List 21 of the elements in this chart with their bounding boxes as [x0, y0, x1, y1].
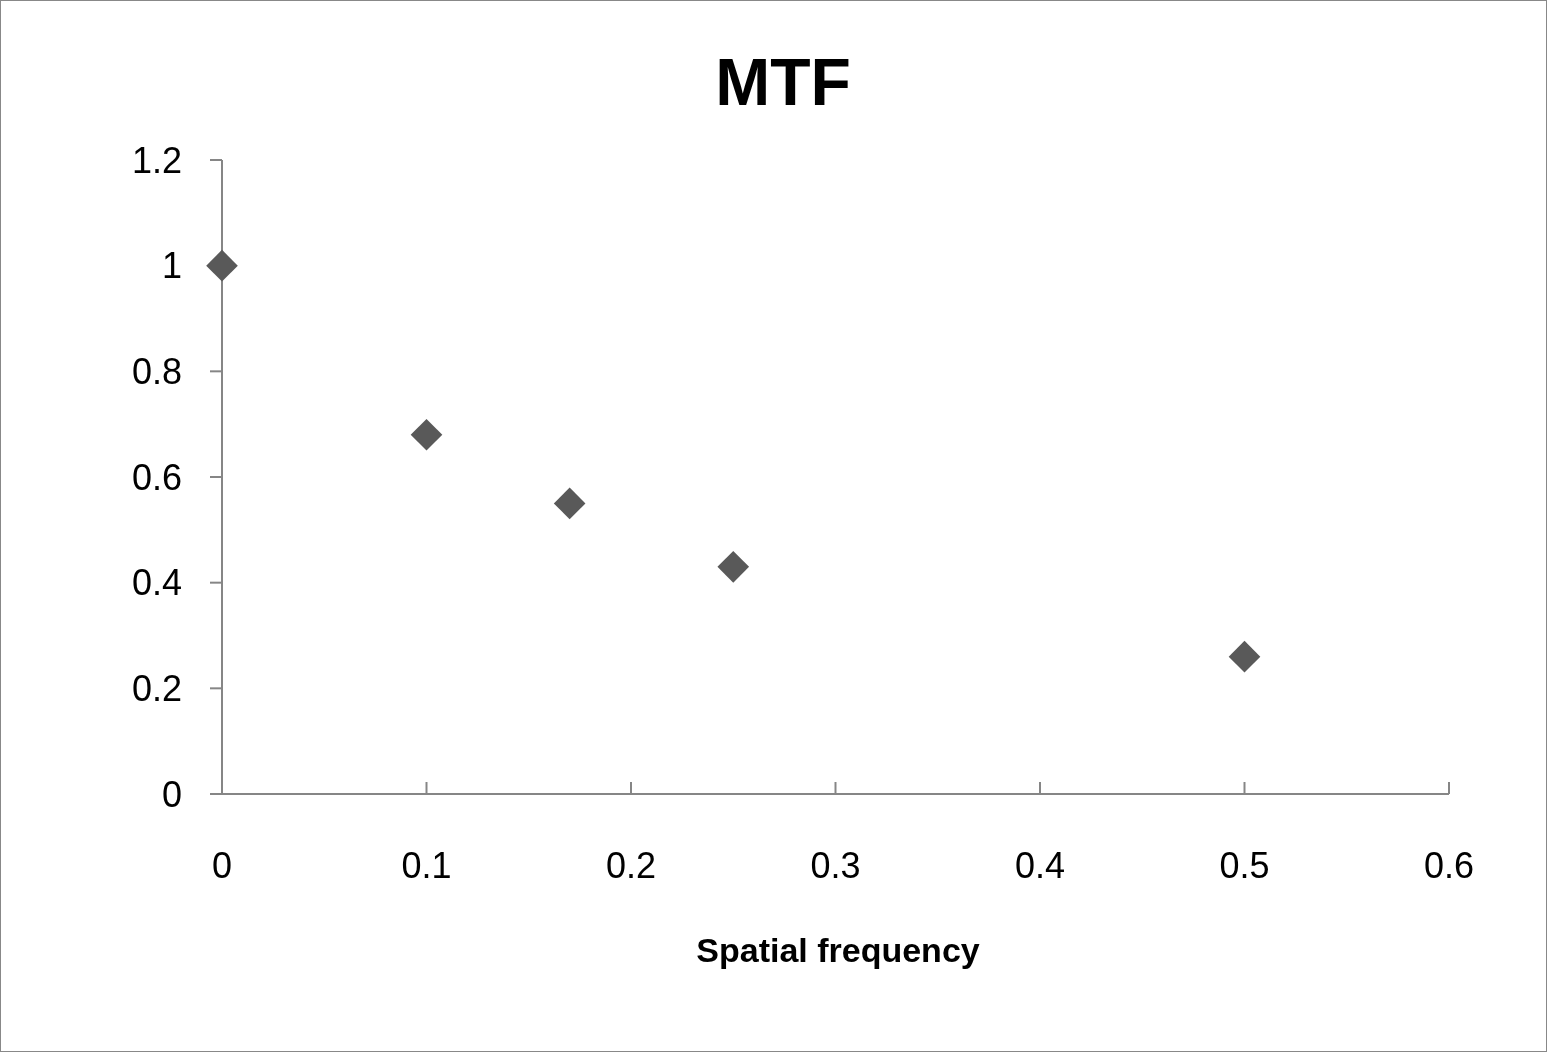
- y-tick-label: 0: [161, 773, 182, 815]
- point: [717, 551, 750, 583]
- point: [410, 418, 443, 451]
- x-tick-label: 0.4: [1014, 845, 1066, 886]
- y-tick-label: 1: [161, 245, 182, 287]
- point: [206, 249, 238, 282]
- y-tick-label: 0.8: [131, 350, 182, 392]
- x-axis-title: Spatial frequency: [696, 931, 980, 969]
- point: [1228, 640, 1261, 673]
- x-tick-label: 0.3: [810, 845, 861, 886]
- y-tick-label: 0.2: [131, 667, 182, 709]
- chart-title: MTF: [715, 45, 851, 119]
- x-tick-label: 0: [211, 845, 233, 886]
- point: [553, 487, 586, 520]
- y-tick-label: 0.6: [131, 456, 182, 498]
- x-tick-label: 0.1: [401, 845, 452, 886]
- x-tick-label: 0.6: [1423, 845, 1475, 886]
- x-tick-label: 0.2: [605, 845, 657, 886]
- y-tick-label: 0.4: [131, 562, 182, 604]
- x-tick-label: 0.5: [1219, 845, 1270, 886]
- y-tick-label: 1.2: [131, 139, 182, 181]
